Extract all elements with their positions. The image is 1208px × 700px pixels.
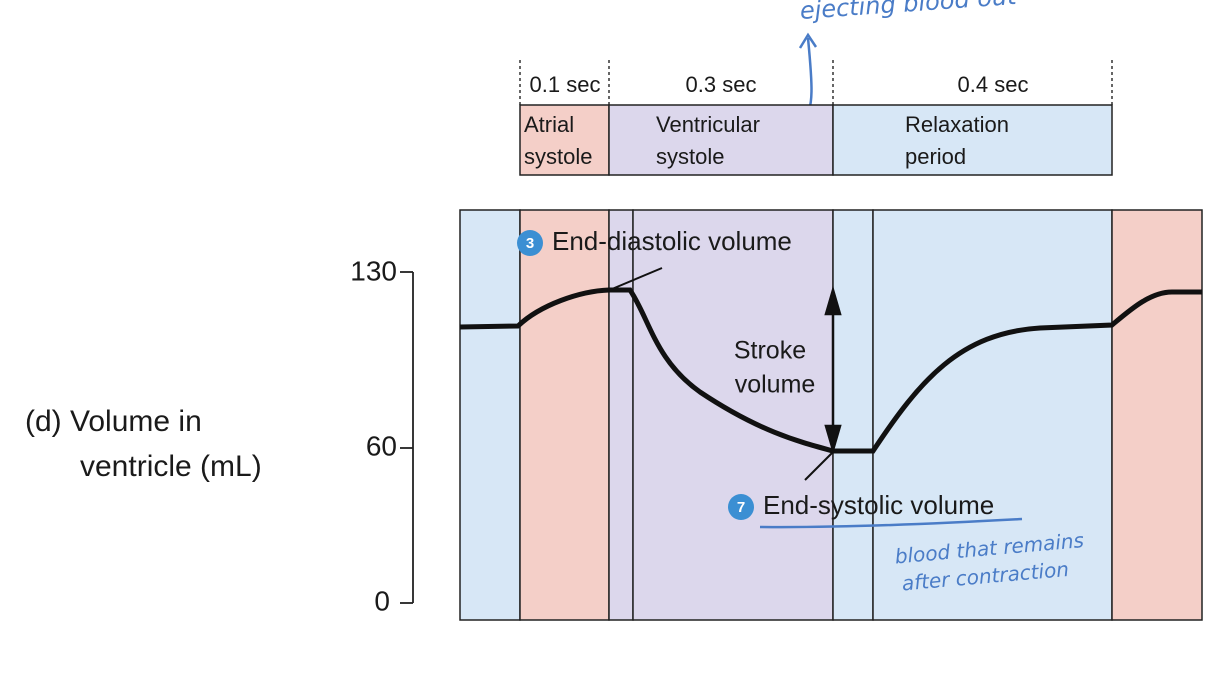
stroke-volume-arrow — [824, 285, 842, 455]
stroke-volume-label: volume — [735, 371, 816, 399]
phase-duration: 0.1 sec — [530, 72, 601, 97]
leader-line — [804, 452, 833, 481]
stroke-volume-label: Stroke — [734, 337, 806, 365]
axis-label: ventricle (mL) — [80, 450, 262, 483]
plot-bands — [459, 209, 1203, 621]
handwritten-underline — [759, 517, 1023, 529]
callout-label: End-systolic volume — [763, 490, 994, 520]
axis-label: (d) Volume in — [25, 405, 202, 438]
phase-label: Atrial — [524, 112, 574, 137]
phase-duration: 0.3 sec — [686, 72, 757, 97]
phase-label: period — [905, 144, 966, 169]
y-tick-label: 130 — [350, 255, 397, 286]
y-axis — [400, 271, 414, 604]
volume-curve — [459, 287, 1202, 454]
phase-label: Relaxation — [905, 112, 1009, 137]
callout-number: 3 — [526, 235, 534, 252]
phase-duration: 0.4 sec — [958, 72, 1029, 97]
phase-box — [832, 104, 1113, 176]
callout-badge — [728, 494, 754, 520]
callout-number: 7 — [737, 499, 745, 516]
phase-box — [519, 104, 610, 176]
handwritten-note: ejecting blood out — [799, 0, 1019, 25]
callout-label: End-diastolic volume — [552, 226, 792, 256]
phase-label: Ventricular — [656, 112, 760, 137]
y-tick-label: 60 — [366, 430, 397, 461]
leader-line — [611, 267, 663, 290]
phase-dividers — [519, 60, 1113, 105]
y-tick-label: 0 — [374, 585, 390, 616]
phase-label: systole — [524, 144, 592, 169]
callout-badge — [517, 230, 543, 256]
phase-label: systole — [656, 144, 724, 169]
